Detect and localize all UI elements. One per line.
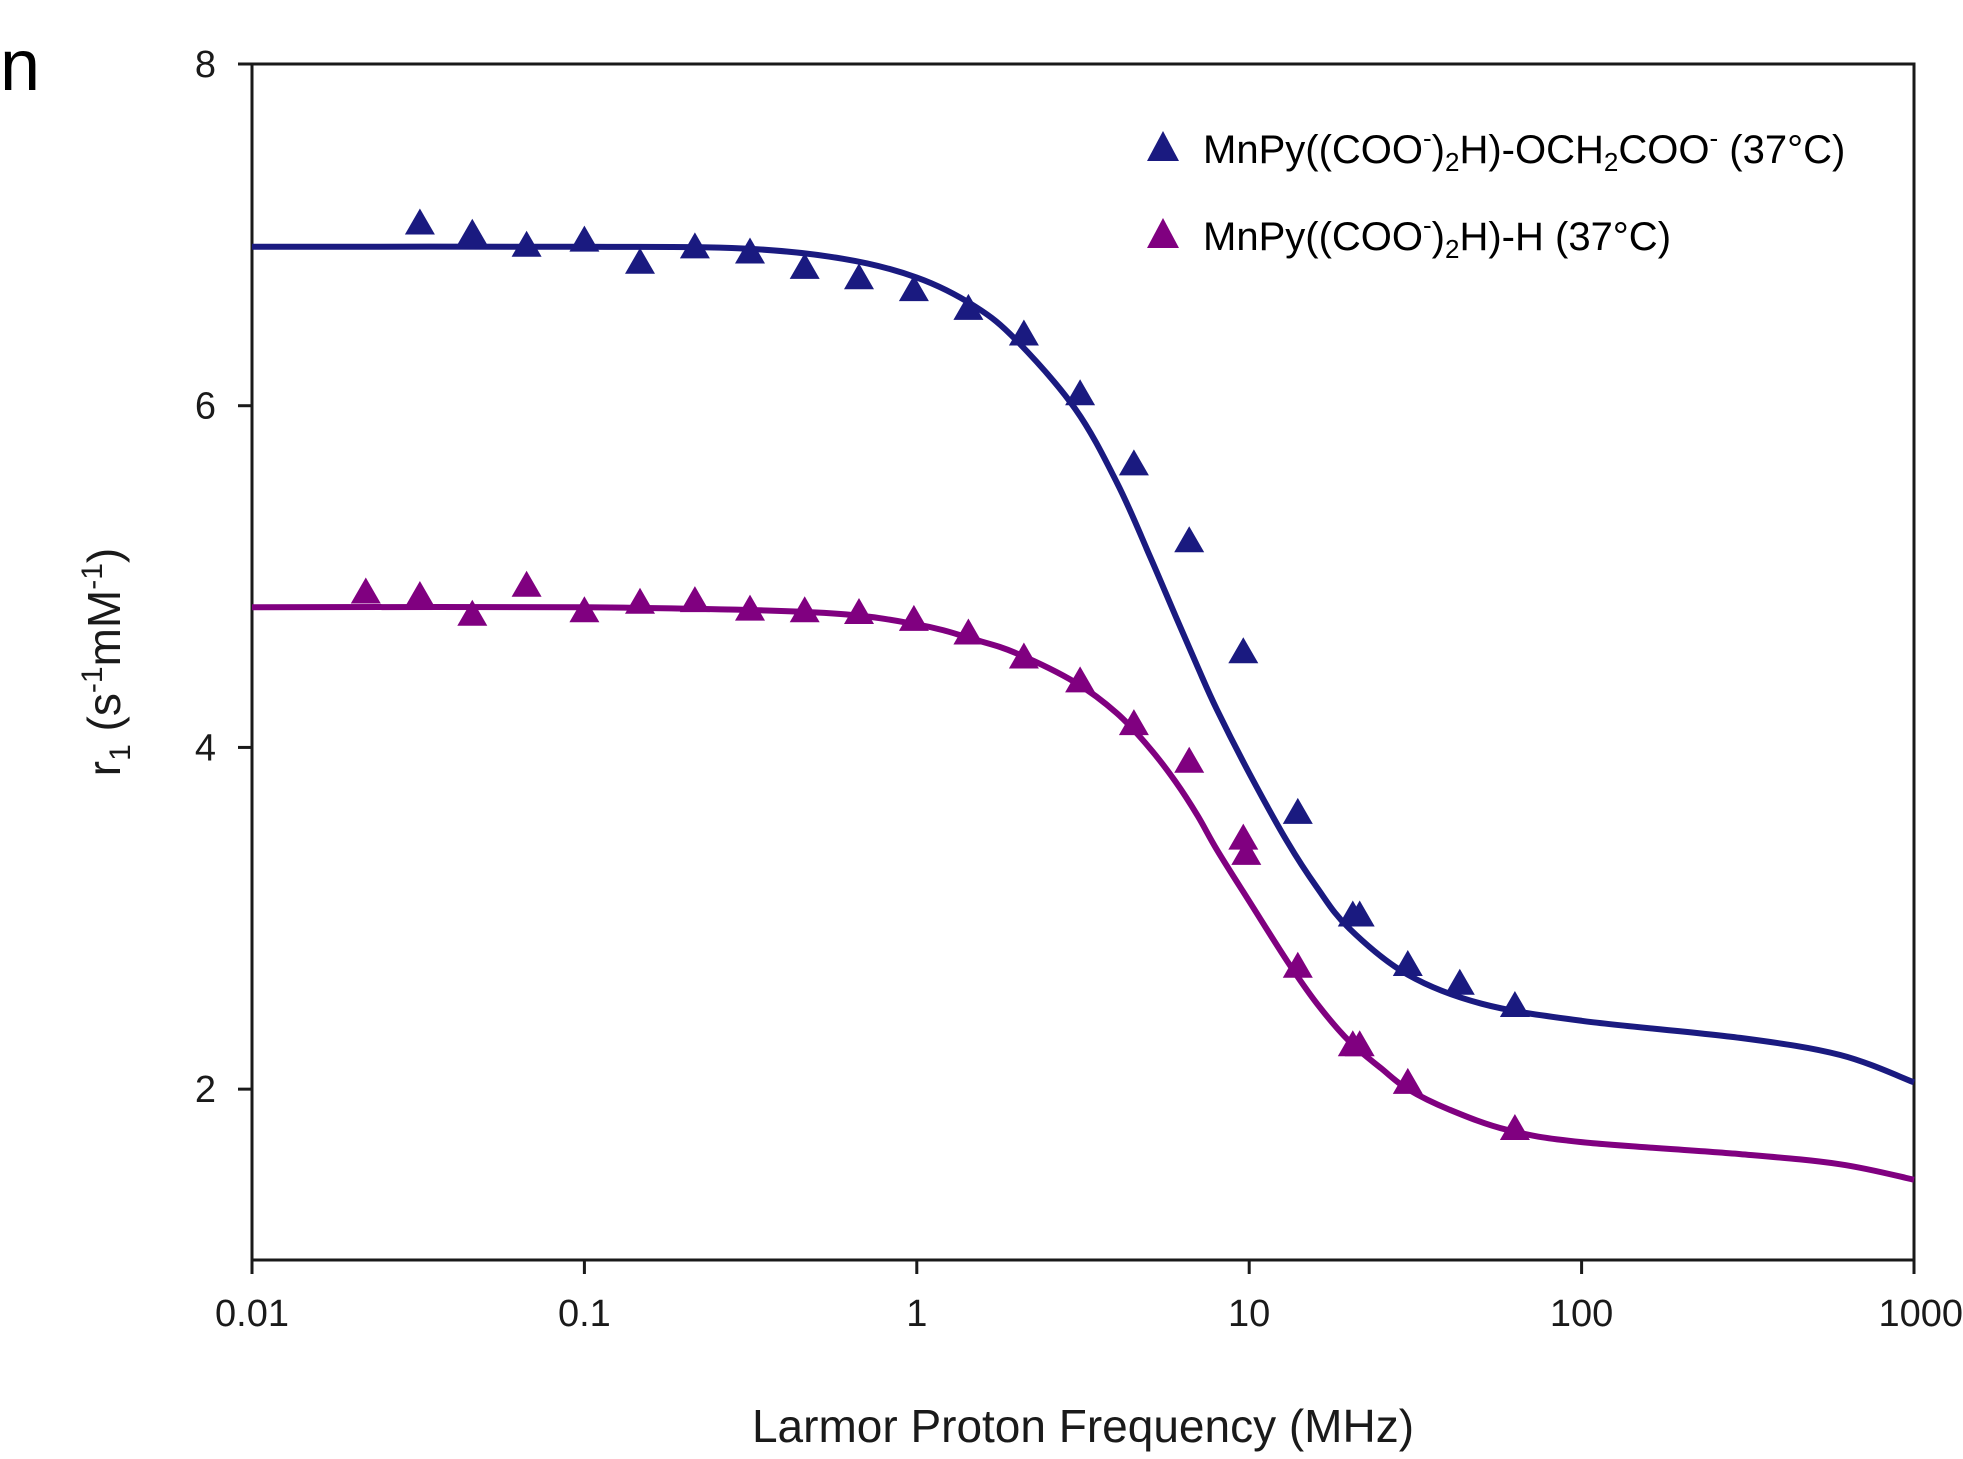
x-axis: 0.01 0.1 1 10 100 1000 [215,1260,1963,1335]
legend-1-part-a: MnPy((COO [1203,128,1423,172]
series-2-point [1392,1067,1423,1094]
series-2-point [404,581,435,607]
legend-2-sub1: 2 [1445,234,1459,264]
series-1 [251,208,1916,1086]
series-1-point [457,218,488,245]
series-2-point [1118,709,1149,736]
legend-1-sub1: 2 [1445,147,1459,177]
legend-label-series-2: MnPy((COO-)2H)-H (37°C) [1203,210,1671,264]
series-2-point [511,570,542,597]
plot-frame [250,62,1916,1262]
series-2-point [625,587,655,614]
series-1-point [1008,319,1039,346]
legend-1-part-b: ) [1432,128,1445,172]
series-1-point [511,230,542,257]
y-axis-title-sup1: -1 [76,666,109,693]
series-1-point [1174,526,1205,553]
series-1-point [1282,797,1313,824]
series-2-fit-line [251,603,1915,1183]
y-tick-label: 8 [195,44,216,86]
series-1-point [1118,449,1149,476]
series-2-point [1344,1030,1375,1057]
series-2-point [789,596,820,623]
legend-1-sub2: 2 [1604,147,1618,177]
legend-2-part-c: H)-H (37°C) [1459,215,1671,259]
series-2-point [735,594,765,621]
series-1-point [625,247,655,274]
legend: MnPy((COO-)2H)-OCH2COO- (37°C) MnPy((COO… [1147,123,1845,264]
series-1-point [953,293,984,320]
legend-1-part-c: H)-OCH [1459,128,1603,172]
series-1-point [404,208,435,235]
series-2-point [1174,746,1205,773]
y-tick-label: 4 [195,727,216,769]
y-axis-title-mid: mM [78,590,130,667]
series-1-point [1392,950,1423,976]
x-tick-label: 0.01 [215,1293,289,1335]
series-2-point [1008,642,1039,669]
y-tick-label: 6 [195,386,216,428]
series-2-point [1065,666,1096,693]
legend-marker-series-1 [1147,131,1179,161]
series-2-point [457,599,488,626]
series-2-point [898,604,929,631]
legend-2-sup1: - [1423,210,1432,240]
x-tick-label: 100 [1550,1293,1613,1335]
legend-1-sup2: - [1709,123,1718,153]
series-1-point [569,225,600,252]
legend-marker-series-2 [1147,218,1179,248]
series-1-point [1065,379,1096,406]
series-2-point [1499,1114,1530,1140]
series-2-point [1282,951,1313,978]
plot-area [250,62,1916,1262]
x-tick-label: 1 [906,1293,927,1335]
series-2-point [569,596,600,623]
series-2-point [1231,838,1262,865]
series-1-point [1344,900,1375,927]
x-tick-label: 10 [1228,1293,1270,1335]
x-tick-label: 1000 [1878,1293,1963,1335]
series-1-point [1444,968,1475,995]
series-1-point [1228,637,1259,664]
series-1-fit-line [251,243,1916,1086]
series-1-point [898,275,929,302]
x-tick-label: 0.1 [558,1293,611,1335]
series-1-point [844,263,874,290]
y-axis-title: r1 (s-1mM-1) [76,548,137,776]
legend-1-part-d: COO [1618,128,1709,172]
y-axis-title-r: r [78,761,130,776]
series-2-point [679,586,710,613]
x-axis-title: Larmor Proton Frequency (MHz) [752,1400,1414,1452]
series-1-point [789,252,820,279]
legend-label-series-1: MnPy((COO-)2H)-OCH2COO- (37°C) [1203,123,1845,177]
series-2-point [1228,823,1259,850]
y-tick-label: 2 [195,1069,216,1111]
series-1-point [1499,991,1530,1017]
legend-1-part-e: (37°C) [1718,128,1845,172]
series-2-point [844,598,874,624]
legend-2-part-b: ) [1432,215,1445,259]
series-1-point [679,232,710,259]
series-2-point [953,618,984,645]
legend-1-sup1: - [1423,123,1432,153]
y-axis-title-sup2: -1 [76,563,109,590]
series-layer [251,208,1916,1183]
series-2 [251,570,1915,1183]
y-axis: 2 4 6 8 [195,44,252,1111]
panel-label: n [0,26,40,106]
y-axis-title-close: ) [78,548,130,563]
y-axis-title-sub: 1 [104,744,137,761]
y-axis-title-open: (s [78,693,130,744]
series-2-point [350,577,381,604]
series-1-point [735,237,765,264]
legend-2-part-a: MnPy((COO [1203,215,1423,259]
